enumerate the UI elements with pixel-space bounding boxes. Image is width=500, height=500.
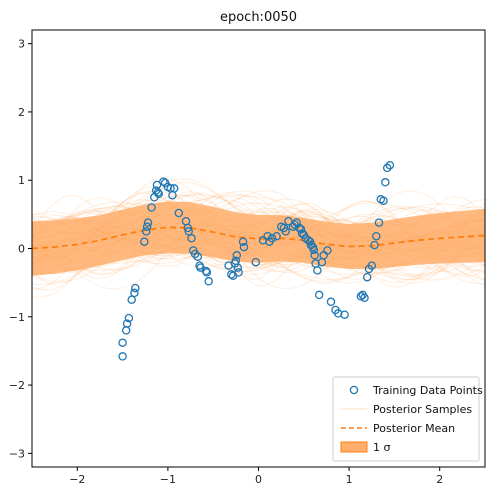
training-data-point [131,283,140,293]
y-tick-label: −1 [9,311,25,324]
y-tick-label: −3 [9,447,25,460]
training-data-point [154,189,164,199]
training-data-point [374,218,384,227]
training-data-point [367,261,377,270]
training-data-point [142,222,152,231]
training-data-point [323,246,332,255]
training-data-point [326,297,336,307]
training-data-point [193,252,203,261]
training-data-point [201,266,211,276]
legend-label-posterior-mean: Posterior Mean [373,422,455,435]
chart-title: epoch:0050 [220,10,297,25]
training-data-point [118,352,127,361]
axis-ticks-layer: −2 −1 0 1 2 −3 −2 −1 0 1 2 3 [9,38,443,486]
legend-label-training-points: Training Data Points [372,384,483,397]
training-data-point [232,251,242,260]
training-data-point [284,216,293,226]
training-data-point [385,160,395,170]
training-data-point [190,249,200,259]
posterior-sample-line [32,206,485,269]
training-data-point [124,313,134,323]
y-tick-label: 1 [18,174,25,187]
training-data-point [184,227,193,236]
y-tick-label: 3 [18,38,25,51]
training-data-point [372,231,381,241]
y-tick-label: 0 [18,243,25,256]
training-data-point [238,237,248,246]
training-data-point [169,184,179,193]
x-tick-label: −2 [69,473,85,486]
legend-label-sigma-band: 1 σ [373,441,390,454]
training-data-point [370,240,379,250]
legend-box [332,376,480,462]
training-data-point [140,237,149,246]
training-data-point [202,268,212,277]
training-data-point [234,268,243,277]
training-data-point [183,223,193,233]
training-data-point [153,188,163,197]
training-data-point [141,227,151,236]
training-data-point [267,234,277,243]
training-data-point [159,177,168,186]
training-data-point [381,178,390,187]
legend-label-posterior-samples: Posterior Samples [373,403,472,416]
training-data-point [143,218,153,227]
training-data-point [130,288,139,298]
training-points-layer [118,160,395,361]
x-tick-label: 0 [255,473,262,486]
posterior-sample-line [32,205,485,268]
posterior-mean-line [31,226,486,250]
training-data-point [340,310,349,319]
training-data-point [281,227,290,236]
posterior-mean-layer [31,226,486,250]
training-data-point [314,290,324,300]
y-tick-label: −2 [9,379,25,392]
training-data-point [362,272,372,282]
training-data-point [310,251,319,260]
training-data-point [147,203,156,212]
training-data-point [233,263,242,272]
x-tick-label: 1 [346,473,353,486]
training-data-point [174,208,184,218]
training-data-point [272,231,281,241]
training-data-point [379,196,388,205]
training-data-point [251,257,261,267]
x-tick-label: 2 [436,473,443,486]
posterior-sample-line [32,201,485,275]
training-data-point [122,319,132,328]
legend-marker-sigma-band [340,441,368,453]
legend: Training Data Points Posterior Samples P… [332,376,483,462]
training-data-point [304,236,313,245]
training-data-point [360,293,369,302]
x-tick-label: −1 [160,473,176,486]
training-data-point [204,277,213,286]
training-data-point [118,338,127,347]
legend-marker-training-points [349,385,359,395]
training-data-point [309,245,319,255]
posterior-sample-line [32,192,485,281]
training-data-point [382,163,392,173]
y-tick-label: 2 [18,106,25,119]
training-data-point [239,242,249,252]
training-data-point [187,234,196,243]
training-data-point [313,266,322,275]
training-data-point [263,231,272,241]
